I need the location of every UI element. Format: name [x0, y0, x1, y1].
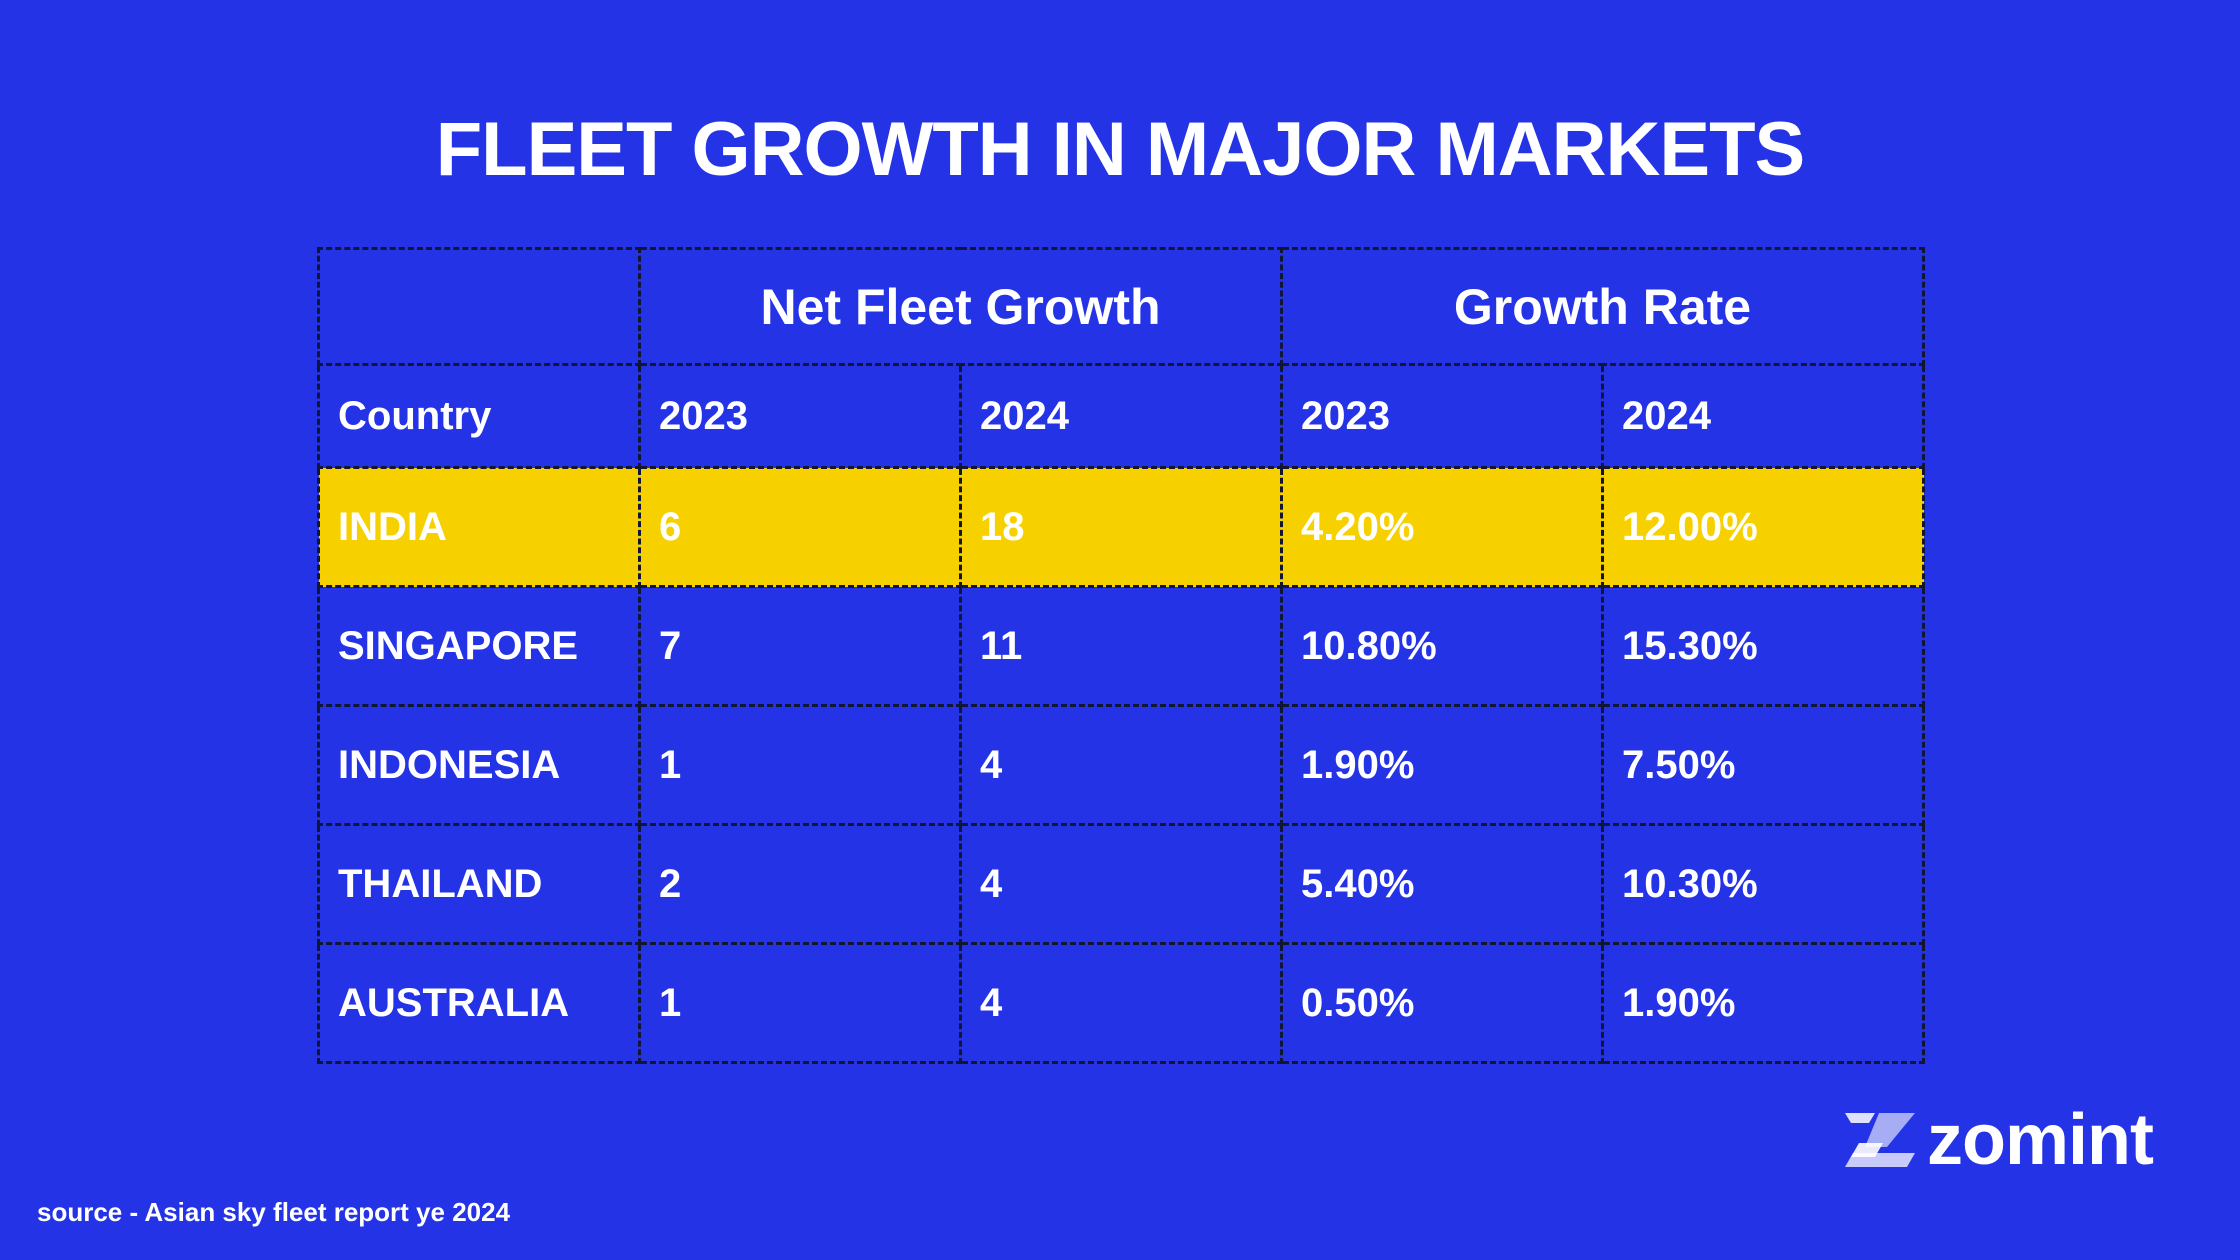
cell-rate-2023: 5.40%	[1280, 823, 1604, 945]
cell-rate-2024: 15.30%	[1601, 585, 1925, 707]
cell-rate-2024: 12.00%	[1601, 466, 1925, 588]
group-header-growth-rate: Growth Rate	[1280, 247, 1925, 366]
table-row: AUSTRALIA 1 4 0.50% 1.90%	[317, 942, 1925, 1064]
column-header-net-2024: 2024	[959, 363, 1283, 469]
cell-net-2023: 2	[638, 823, 962, 945]
logo-wordmark: zomint	[1927, 1100, 2154, 1180]
cell-net-2023: 1	[638, 704, 962, 826]
cell-rate-2024: 10.30%	[1601, 823, 1925, 945]
cell-net-2023: 7	[638, 585, 962, 707]
cell-country: SINGAPORE	[317, 585, 641, 707]
cell-rate-2023: 10.80%	[1280, 585, 1604, 707]
cell-net-2024: 4	[959, 823, 1283, 945]
cell-net-2023: 1	[638, 942, 962, 1064]
column-header-rate-2024: 2024	[1601, 363, 1925, 469]
cell-country: INDONESIA	[317, 704, 641, 826]
group-header-row: Net Fleet Growth Growth Rate	[317, 247, 1925, 366]
cell-rate-2023: 0.50%	[1280, 942, 1604, 1064]
column-header-net-2023: 2023	[638, 363, 962, 469]
column-header-country: Country	[317, 363, 641, 469]
cell-rate-2024: 7.50%	[1601, 704, 1925, 826]
column-header-rate-2023: 2023	[1280, 363, 1604, 469]
cell-net-2024: 4	[959, 704, 1283, 826]
source-note: source - Asian sky fleet report ye 2024	[37, 1197, 511, 1227]
cell-rate-2024: 1.90%	[1601, 942, 1925, 1064]
cell-country: THAILAND	[317, 823, 641, 945]
cell-rate-2023: 4.20%	[1280, 466, 1604, 588]
zomint-logo: zomint	[1845, 1100, 2154, 1180]
zomint-logo-icon	[1845, 1113, 1915, 1167]
cell-net-2024: 11	[959, 585, 1283, 707]
table-body: INDIA 6 18 4.20% 12.00% SINGAPORE 7 11 10.80% 15.…	[317, 466, 1925, 1064]
empty-corner-cell	[317, 247, 641, 366]
table-row: SINGAPORE 7 11 10.80% 15.30%	[317, 585, 1925, 707]
column-header-row: Country 2023 2024 2023 2024	[317, 363, 1925, 469]
table-row: INDIA 6 18 4.20% 12.00%	[317, 466, 1925, 588]
table-row: INDONESIA 1 4 1.90% 7.50%	[317, 704, 1925, 826]
cell-country: AUSTRALIA	[317, 942, 641, 1064]
cell-net-2024: 4	[959, 942, 1283, 1064]
page-title: FLEET GROWTH IN MAJOR MARKETS	[435, 107, 1806, 192]
cell-rate-2023: 1.90%	[1280, 704, 1604, 826]
cell-net-2024: 18	[959, 466, 1283, 588]
group-header-net-fleet-growth: Net Fleet Growth	[638, 247, 1283, 366]
cell-net-2023: 6	[638, 466, 962, 588]
fleet-growth-table: Net Fleet Growth Growth Rate Country 202…	[317, 247, 1925, 1064]
table-row: THAILAND 2 4 5.40% 10.30%	[317, 823, 1925, 945]
cell-country: INDIA	[317, 466, 641, 588]
